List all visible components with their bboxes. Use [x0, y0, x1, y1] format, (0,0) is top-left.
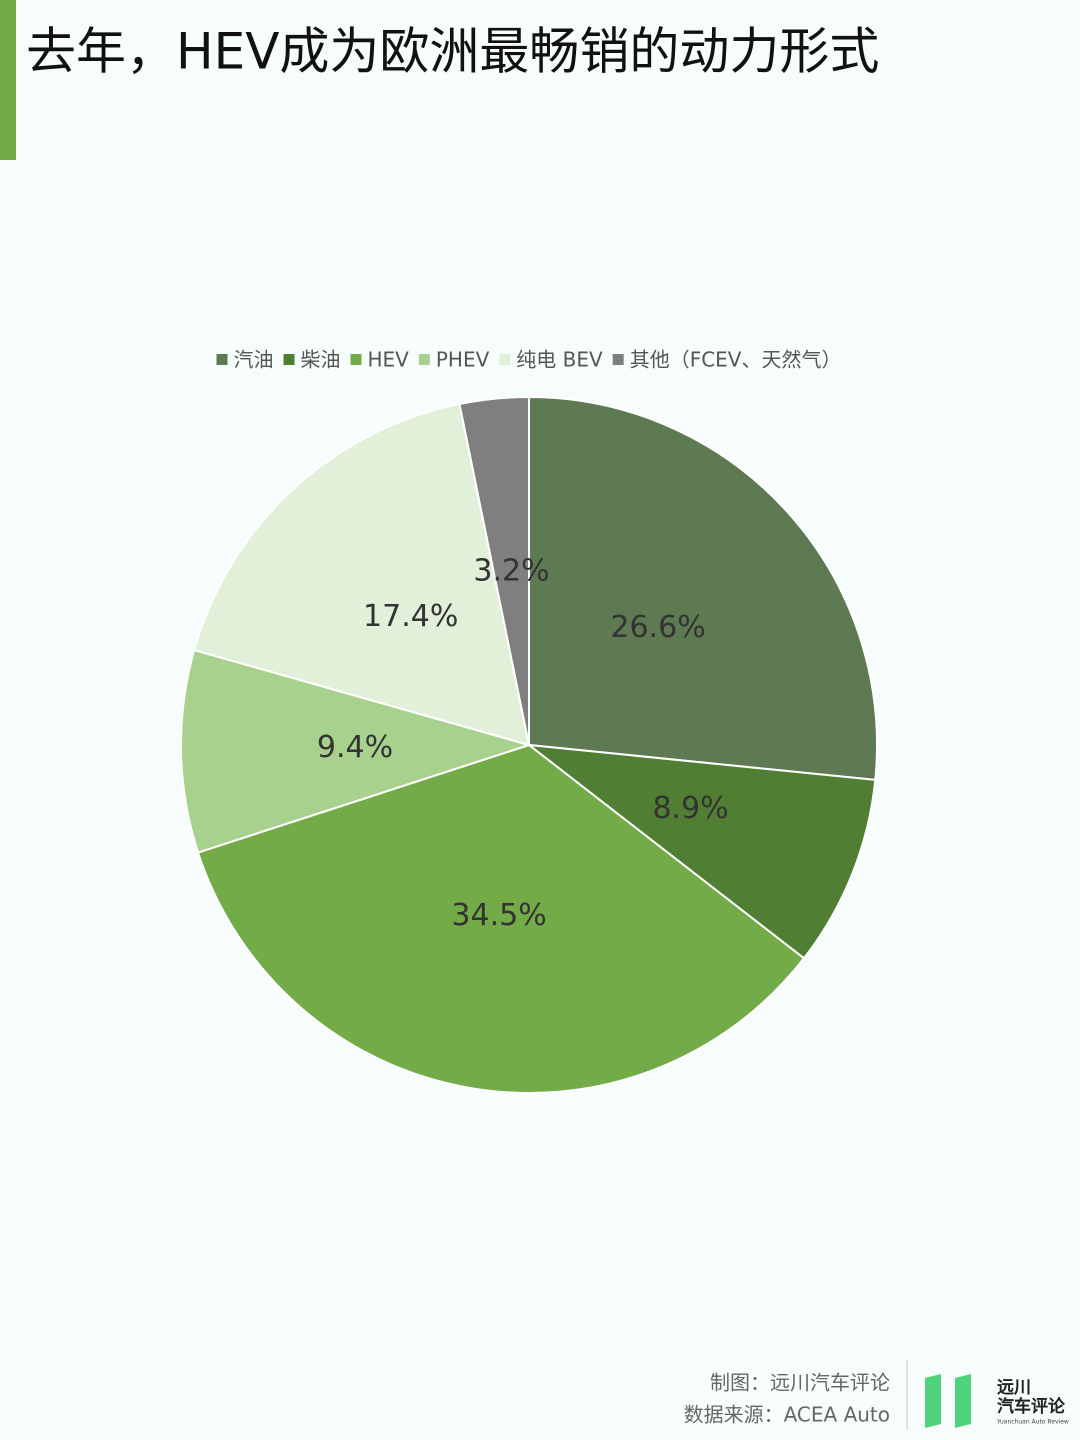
- legend: 汽油 柴油 HEV PHEV 纯电 BEV 其他（FCEV、天然气）: [216, 348, 842, 372]
- logo-sub: 汽车评论: [997, 1396, 1066, 1417]
- data-label: 9.4%: [317, 730, 393, 765]
- pie-slice: [192, 402, 531, 747]
- legend-swatch: [612, 354, 624, 365]
- source: 数据来源：ACEA Auto: [684, 1403, 890, 1427]
- logo-bar: [925, 1374, 941, 1428]
- logo-english: Yuanchuan Auto Review: [996, 1419, 1069, 1426]
- logo-mark: [925, 1374, 971, 1428]
- legend-label: 汽油: [234, 348, 274, 372]
- legend-label: 其他（FCEV、天然气）: [630, 348, 842, 372]
- legend-label: 纯电 BEV: [516, 348, 603, 372]
- data-label: 34.5%: [451, 898, 546, 933]
- legend-swatch: [283, 354, 295, 365]
- accent-bar: [0, 0, 16, 160]
- pie-slice: [525, 743, 877, 960]
- data-label: 26.6%: [610, 610, 705, 645]
- legend-swatch: [499, 354, 511, 365]
- pie: 26.6% 8.9% 34.5% 9.4% 17.4% 3.2%: [180, 395, 878, 1094]
- credit: 制图：远川汽车评论: [710, 1371, 890, 1395]
- legend-label: HEV: [368, 348, 410, 372]
- legend-swatch: [350, 354, 362, 365]
- data-label: 3.2%: [473, 553, 549, 588]
- legend-swatch: [418, 354, 430, 365]
- logo-name: 远川: [997, 1378, 1031, 1398]
- pie-slice: [180, 648, 533, 854]
- pie-slice: [458, 395, 530, 746]
- logo-bar: [955, 1374, 971, 1428]
- pie-slice: [196, 743, 806, 1094]
- legend-label: PHEV: [436, 348, 490, 372]
- chart-title: 去年，HEV成为欧洲最畅销的动力形式: [26, 23, 879, 81]
- data-label: 8.9%: [652, 791, 728, 826]
- data-label: 17.4%: [363, 599, 458, 634]
- legend-swatch: [216, 354, 228, 365]
- legend-label: 柴油: [301, 348, 341, 372]
- pie-slice: [528, 395, 878, 782]
